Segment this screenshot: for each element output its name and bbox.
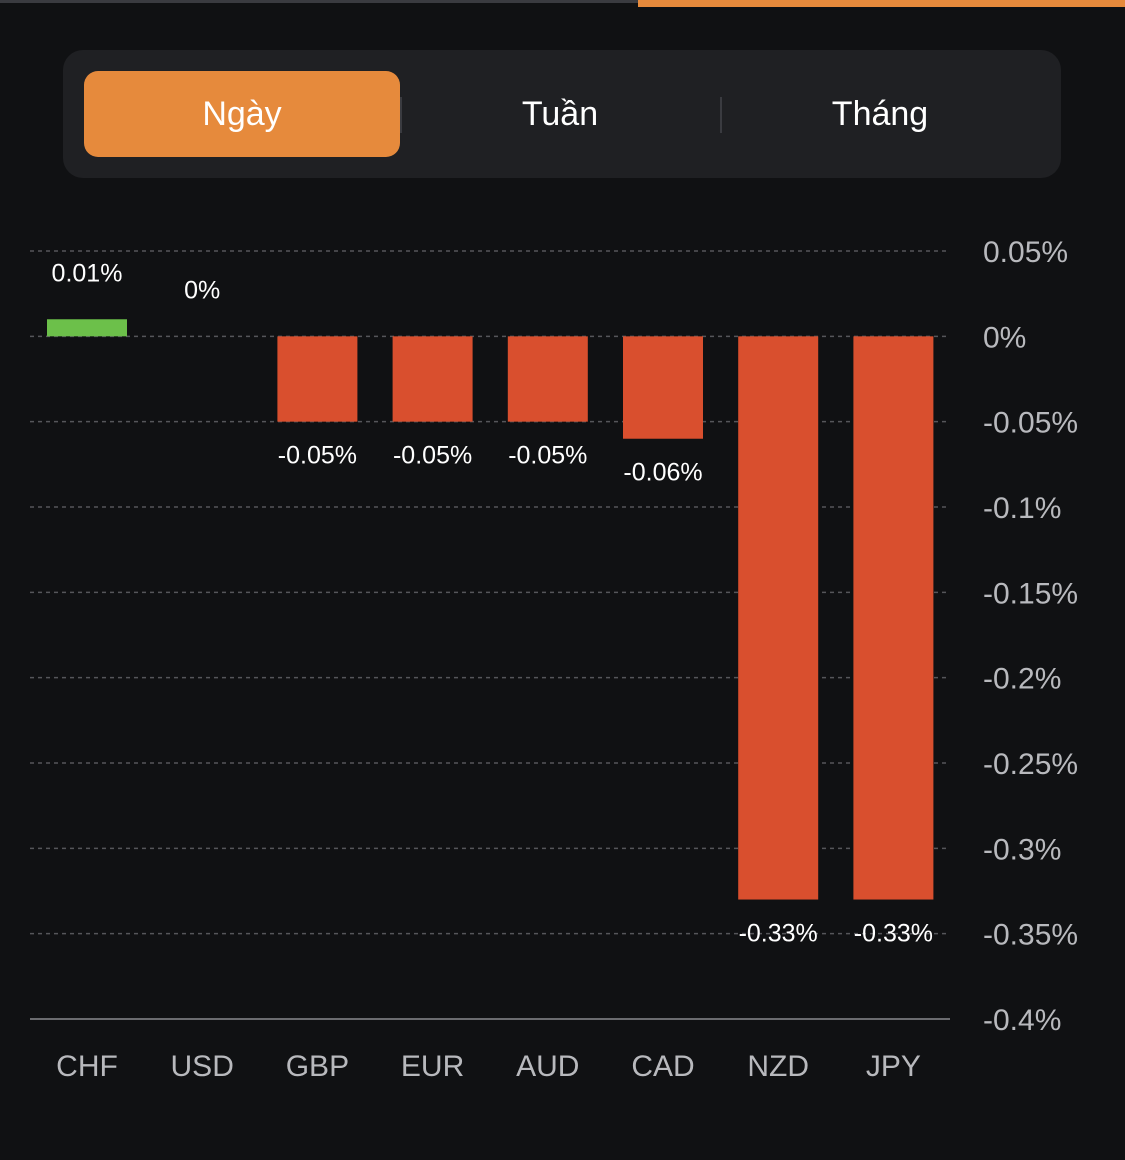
bar-gbp <box>277 336 358 422</box>
x-tick-label: CAD <box>631 1050 694 1083</box>
y-tick-label: -0.15% <box>983 577 1078 610</box>
divider <box>720 97 722 133</box>
y-tick-label: -0.1% <box>983 492 1061 525</box>
x-tick-label: USD <box>171 1050 234 1083</box>
tab-day[interactable]: Ngày <box>84 71 400 157</box>
data-label-gbp: -0.05% <box>278 442 357 470</box>
y-tick-label: -0.05% <box>983 407 1078 440</box>
y-tick-label: -0.2% <box>983 663 1061 696</box>
bar-jpy <box>853 336 934 900</box>
x-tick-label: JPY <box>866 1050 921 1083</box>
x-tick-label: NZD <box>747 1050 809 1083</box>
y-tick-label: -0.35% <box>983 919 1078 952</box>
tab-week[interactable]: Tuần <box>521 94 599 133</box>
x-tick-label: EUR <box>401 1050 464 1083</box>
bar-aud <box>507 336 588 422</box>
bar-cad <box>623 336 703 439</box>
data-label-chf: 0.01% <box>52 259 123 287</box>
divider <box>400 97 402 133</box>
bar-nzd <box>738 336 819 900</box>
bar-eur <box>392 336 473 422</box>
data-label-eur: -0.05% <box>393 442 472 470</box>
period-segmented-control: Ngày Tuần Tháng <box>63 50 1061 178</box>
tab-month[interactable]: Tháng <box>831 94 929 133</box>
bar-chf <box>47 319 127 337</box>
data-label-usd: 0% <box>184 276 220 304</box>
y-tick-label: -0.25% <box>983 748 1078 781</box>
x-tick-label: CHF <box>56 1050 118 1083</box>
data-label-cad: -0.06% <box>623 459 702 487</box>
y-tick-label: 0.05% <box>983 236 1068 269</box>
data-label-aud: -0.05% <box>508 442 587 470</box>
x-tick-label: AUD <box>516 1050 579 1083</box>
x-tick-label: GBP <box>286 1050 349 1083</box>
y-tick-label: -0.4% <box>983 1004 1061 1037</box>
top-indicator-active <box>638 0 1125 7</box>
data-label-nzd: -0.33% <box>739 920 818 948</box>
top-indicator-track <box>0 0 638 3</box>
data-label-jpy: -0.33% <box>854 920 933 948</box>
y-tick-label: 0% <box>983 321 1026 354</box>
y-tick-label: -0.3% <box>983 833 1061 866</box>
